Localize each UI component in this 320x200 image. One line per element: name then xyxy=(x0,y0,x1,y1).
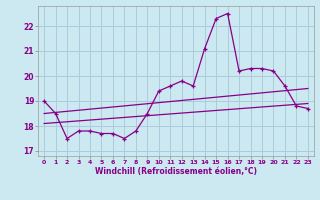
X-axis label: Windchill (Refroidissement éolien,°C): Windchill (Refroidissement éolien,°C) xyxy=(95,167,257,176)
